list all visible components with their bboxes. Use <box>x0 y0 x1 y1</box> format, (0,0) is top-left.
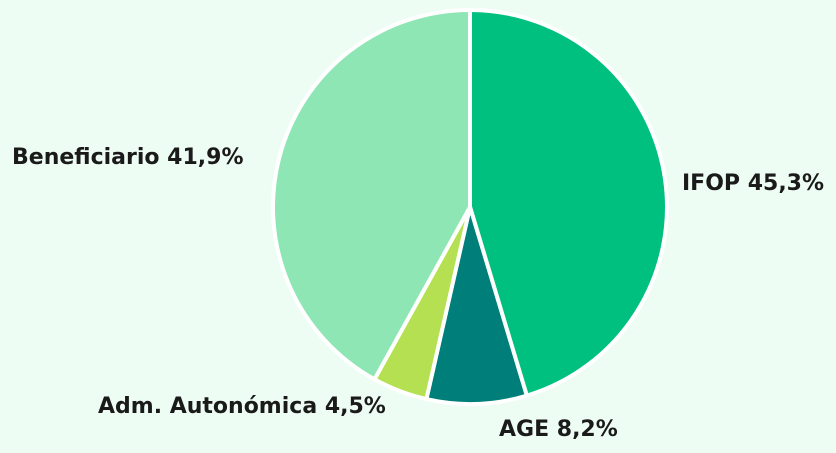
slice-label-adm-autonomica: Adm. Autonómica 4,5% <box>98 393 386 421</box>
slice-label-age: AGE 8,2% <box>499 417 618 442</box>
slice-label-adm-autonomica-text: Adm. Autonómica 4,5% <box>98 394 386 419</box>
pie-slice-ifop <box>468 8 669 398</box>
pie-slice-beneficiario <box>271 8 472 382</box>
slice-label-beneficiario: Beneficiario 41,9% <box>12 145 244 170</box>
slice-label-ifop: IFOP 45,3% <box>682 171 825 196</box>
